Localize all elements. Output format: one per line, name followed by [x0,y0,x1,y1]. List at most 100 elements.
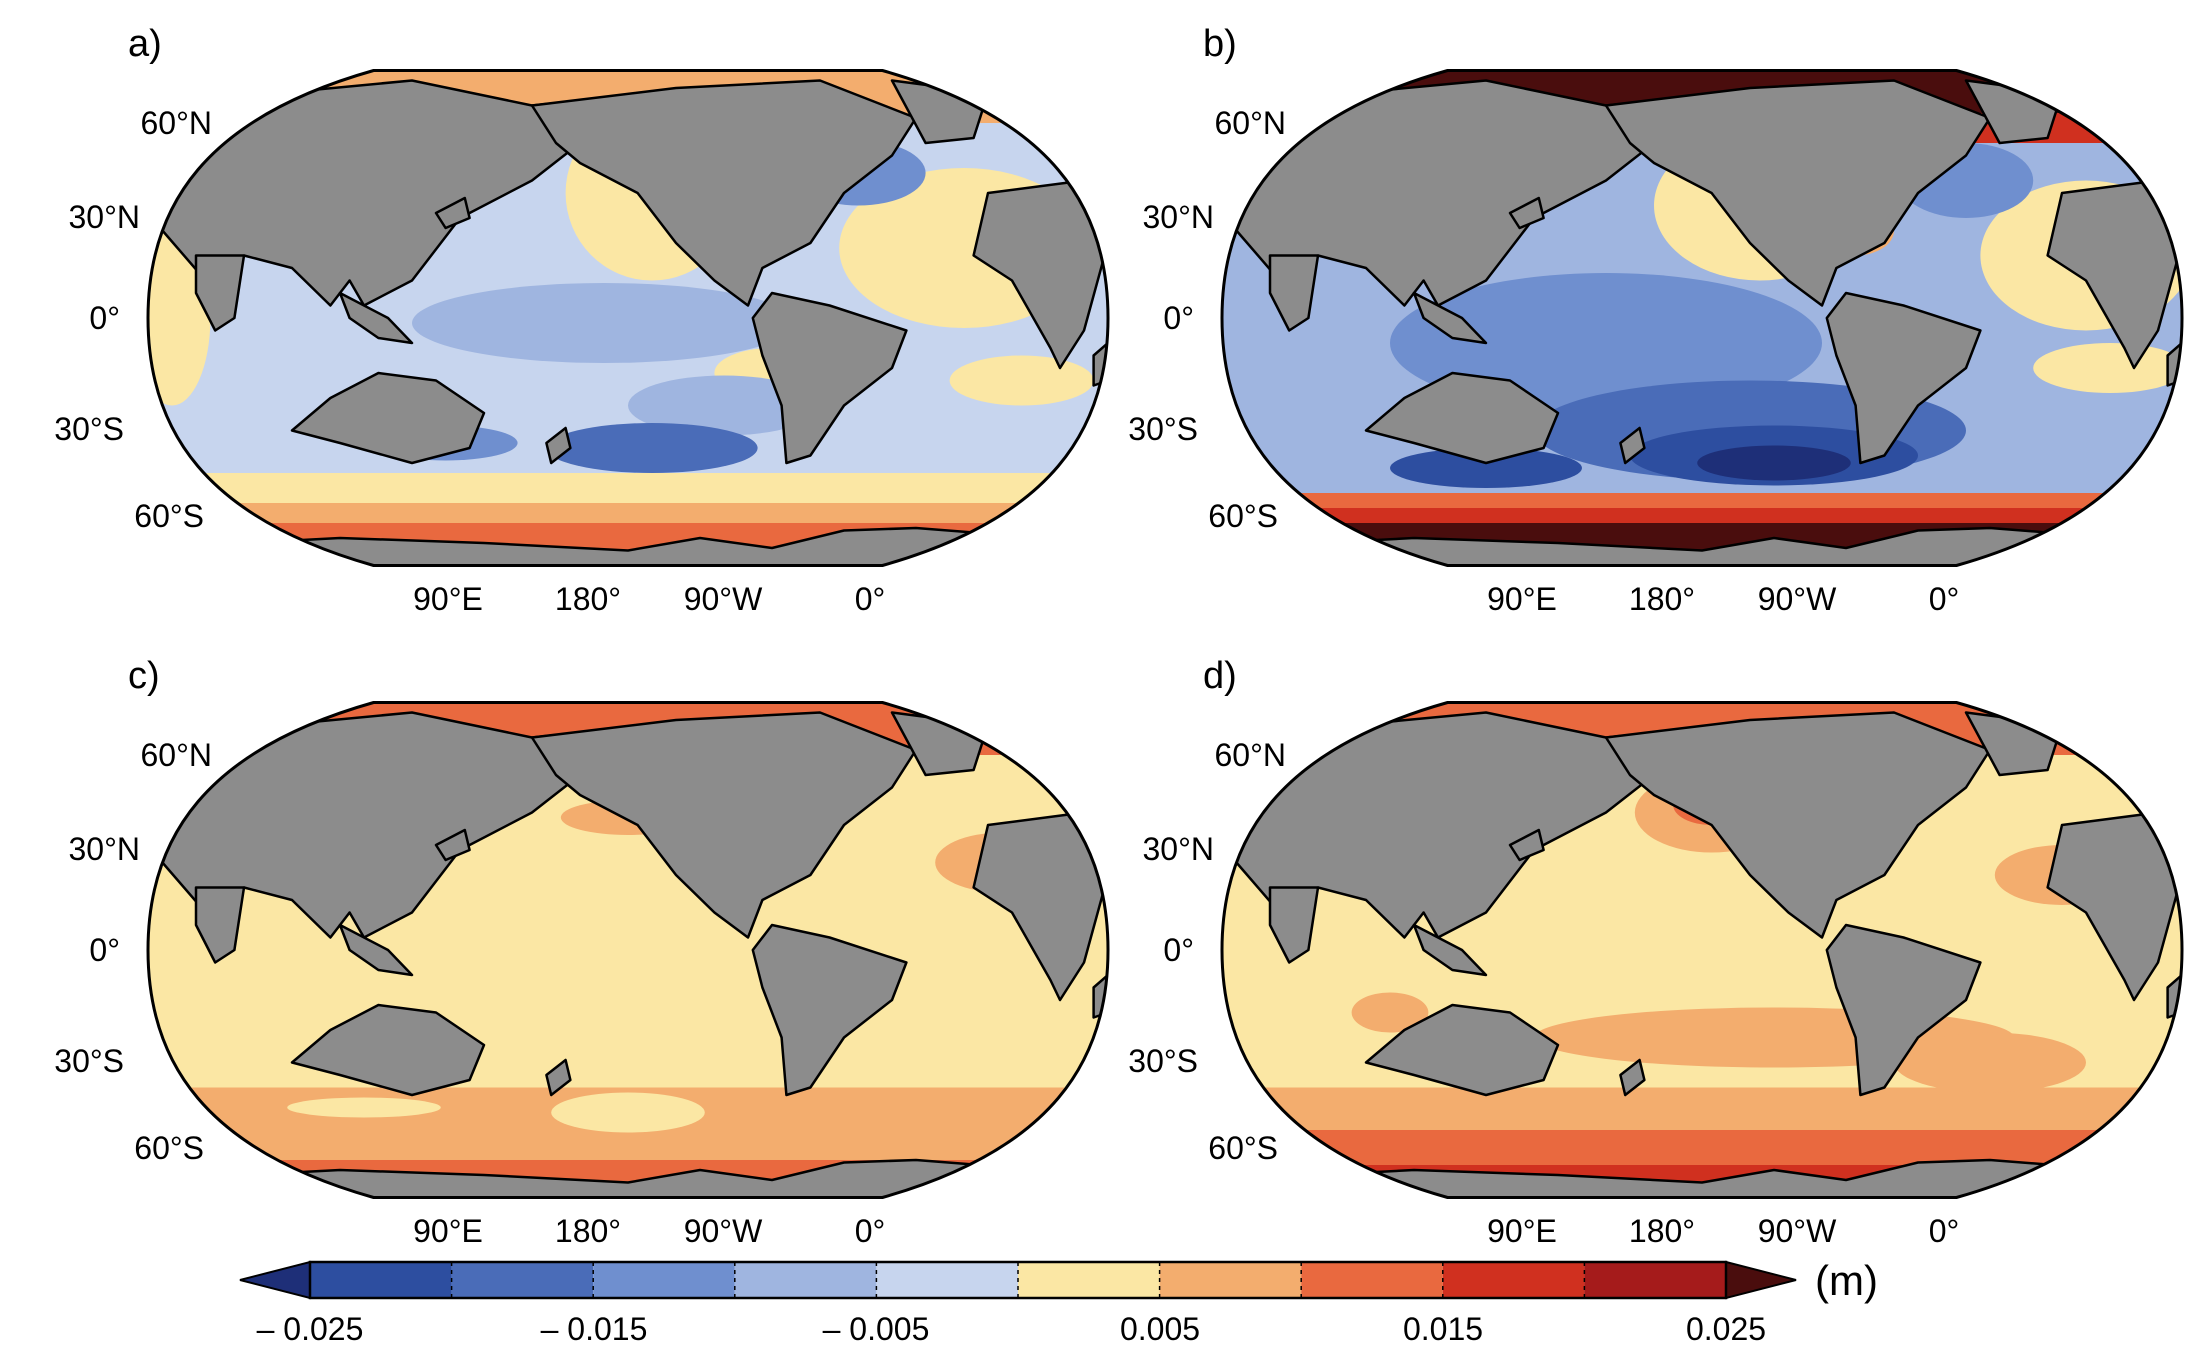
contour-region [1351,992,1429,1033]
lat-label-eq: 0° [89,300,120,336]
landmass [1508,828,1545,862]
colorbar-unit-label: (m) [1815,1257,1878,1304]
lon-label-180: 180° [1629,1213,1695,1249]
contour-region [412,283,796,363]
landmass [1508,196,1545,230]
landmass [290,1003,486,1097]
lat-label-30n: 30°N [69,199,141,235]
lat-labels-d: 60°N 30°N 0° 30°S 60°S [1128,737,1286,1166]
landmass [194,254,246,332]
lat-label-eq: 0° [89,932,120,968]
landmass [1604,79,1992,307]
landmass [338,291,414,345]
lat-label-60s: 60°S [1208,498,1278,534]
lon-label-90e: 90°E [413,1213,483,1249]
colorbar-tick-labels: – 0.025 – 0.015 – 0.005 0.005 0.015 0.02… [257,1311,1766,1347]
colorbar-swatch [876,1262,1018,1298]
lon-label-180: 180° [555,581,621,617]
colorbar-tick-label: 0.005 [1120,1311,1200,1347]
colorbar-swatch [1442,1262,1585,1298]
colorbar-swatch [310,1262,452,1298]
contour-region [546,423,758,473]
landmass [1619,1058,1646,1097]
lon-labels-b: 90°E 180° 90°W 0° [1487,581,1959,617]
landmass [530,79,918,307]
lat-label-30s: 30°S [1128,411,1198,447]
colorbar [239,1260,1797,1300]
colorbar-swatch [451,1262,594,1298]
colorbar-tick-label: – 0.005 [823,1311,930,1347]
colorbar-tick-label: 0.015 [1403,1311,1483,1347]
map-outline [146,69,1110,567]
lat-label-60n: 60°N [141,737,213,773]
colorbar-extend-high [1725,1260,1797,1300]
lat-label-60s: 60°S [134,1130,204,1166]
lon-labels-d: 90°E 180° 90°W 0° [1487,1213,1959,1249]
landmass [751,291,908,465]
landmass [1825,291,1982,465]
lat-label-30s: 30°S [1128,1043,1198,1079]
lat-labels-a: 60°N 30°N 0° 30°S 60°S [54,105,212,534]
panel-label-b: b) [1203,23,1237,65]
landmass [290,371,486,465]
landmass [530,711,918,939]
colorbar-swatch [734,1262,877,1298]
lat-label-eq: 0° [1163,300,1194,336]
panel-label-a: a) [128,23,162,65]
map-outline [146,701,1110,1199]
contour-region [287,1097,441,1118]
landmass [1364,1003,1560,1097]
landmass [545,426,572,465]
lon-labels-a: 90°E 180° 90°W 0° [413,581,885,617]
lat-label-30n: 30°N [1143,831,1215,867]
contour-region [1390,448,1582,488]
contour-region [148,230,211,406]
lon-label-90w: 90°W [1758,581,1837,617]
landmass [338,923,414,977]
colorbar-extend-low [239,1260,311,1300]
map-panel-d [1220,701,2184,1199]
colorbar-swatch [1018,1262,1160,1298]
landmass [434,828,471,862]
lat-label-30n: 30°N [69,831,141,867]
lat-label-eq: 0° [1163,932,1194,968]
landmass [1364,371,1560,465]
contour-region [1697,445,1851,481]
lat-label-30n: 30°N [1143,199,1215,235]
lon-label-0: 0° [855,581,886,617]
colorbar-swatch [1159,1262,1302,1298]
colorbar-swatch [1584,1262,1726,1298]
landmass [148,526,1108,566]
contour-region [2033,343,2182,393]
lat-label-30s: 30°S [54,411,124,447]
map-panel-c [146,701,1110,1199]
colorbar-swatch [593,1262,735,1298]
landmass [1222,526,2182,566]
lat-label-60s: 60°S [1208,1130,1278,1166]
map-panel-a [146,69,1110,567]
landmass [1619,426,1646,465]
landmass [1825,923,1982,1097]
contour-region [628,375,820,436]
landmass [751,923,908,1097]
lat-labels-c: 60°N 30°N 0° 30°S 60°S [54,737,212,1166]
lat-label-60s: 60°S [134,498,204,534]
contour-region [949,355,1094,406]
colorbar-swatch [1301,1262,1443,1298]
contour-region [1894,1032,2086,1093]
panel-label-c: c) [128,655,160,697]
landmass [194,886,246,964]
map-outline [1220,69,2184,567]
landmass [1412,291,1488,345]
lon-label-90w: 90°W [1758,1213,1837,1249]
colorbar-tick-label: 0.025 [1686,1311,1766,1347]
landmass [1222,1158,2182,1198]
landmass [1268,886,1320,964]
lon-labels-c: 90°E 180° 90°W 0° [413,1213,885,1249]
landmass [1412,923,1488,977]
lon-label-90e: 90°E [1487,581,1557,617]
landmass [545,1058,572,1097]
colorbar-tick-label: – 0.025 [257,1311,364,1347]
lat-label-60n: 60°N [1215,105,1287,141]
lon-label-0: 0° [855,1213,886,1249]
